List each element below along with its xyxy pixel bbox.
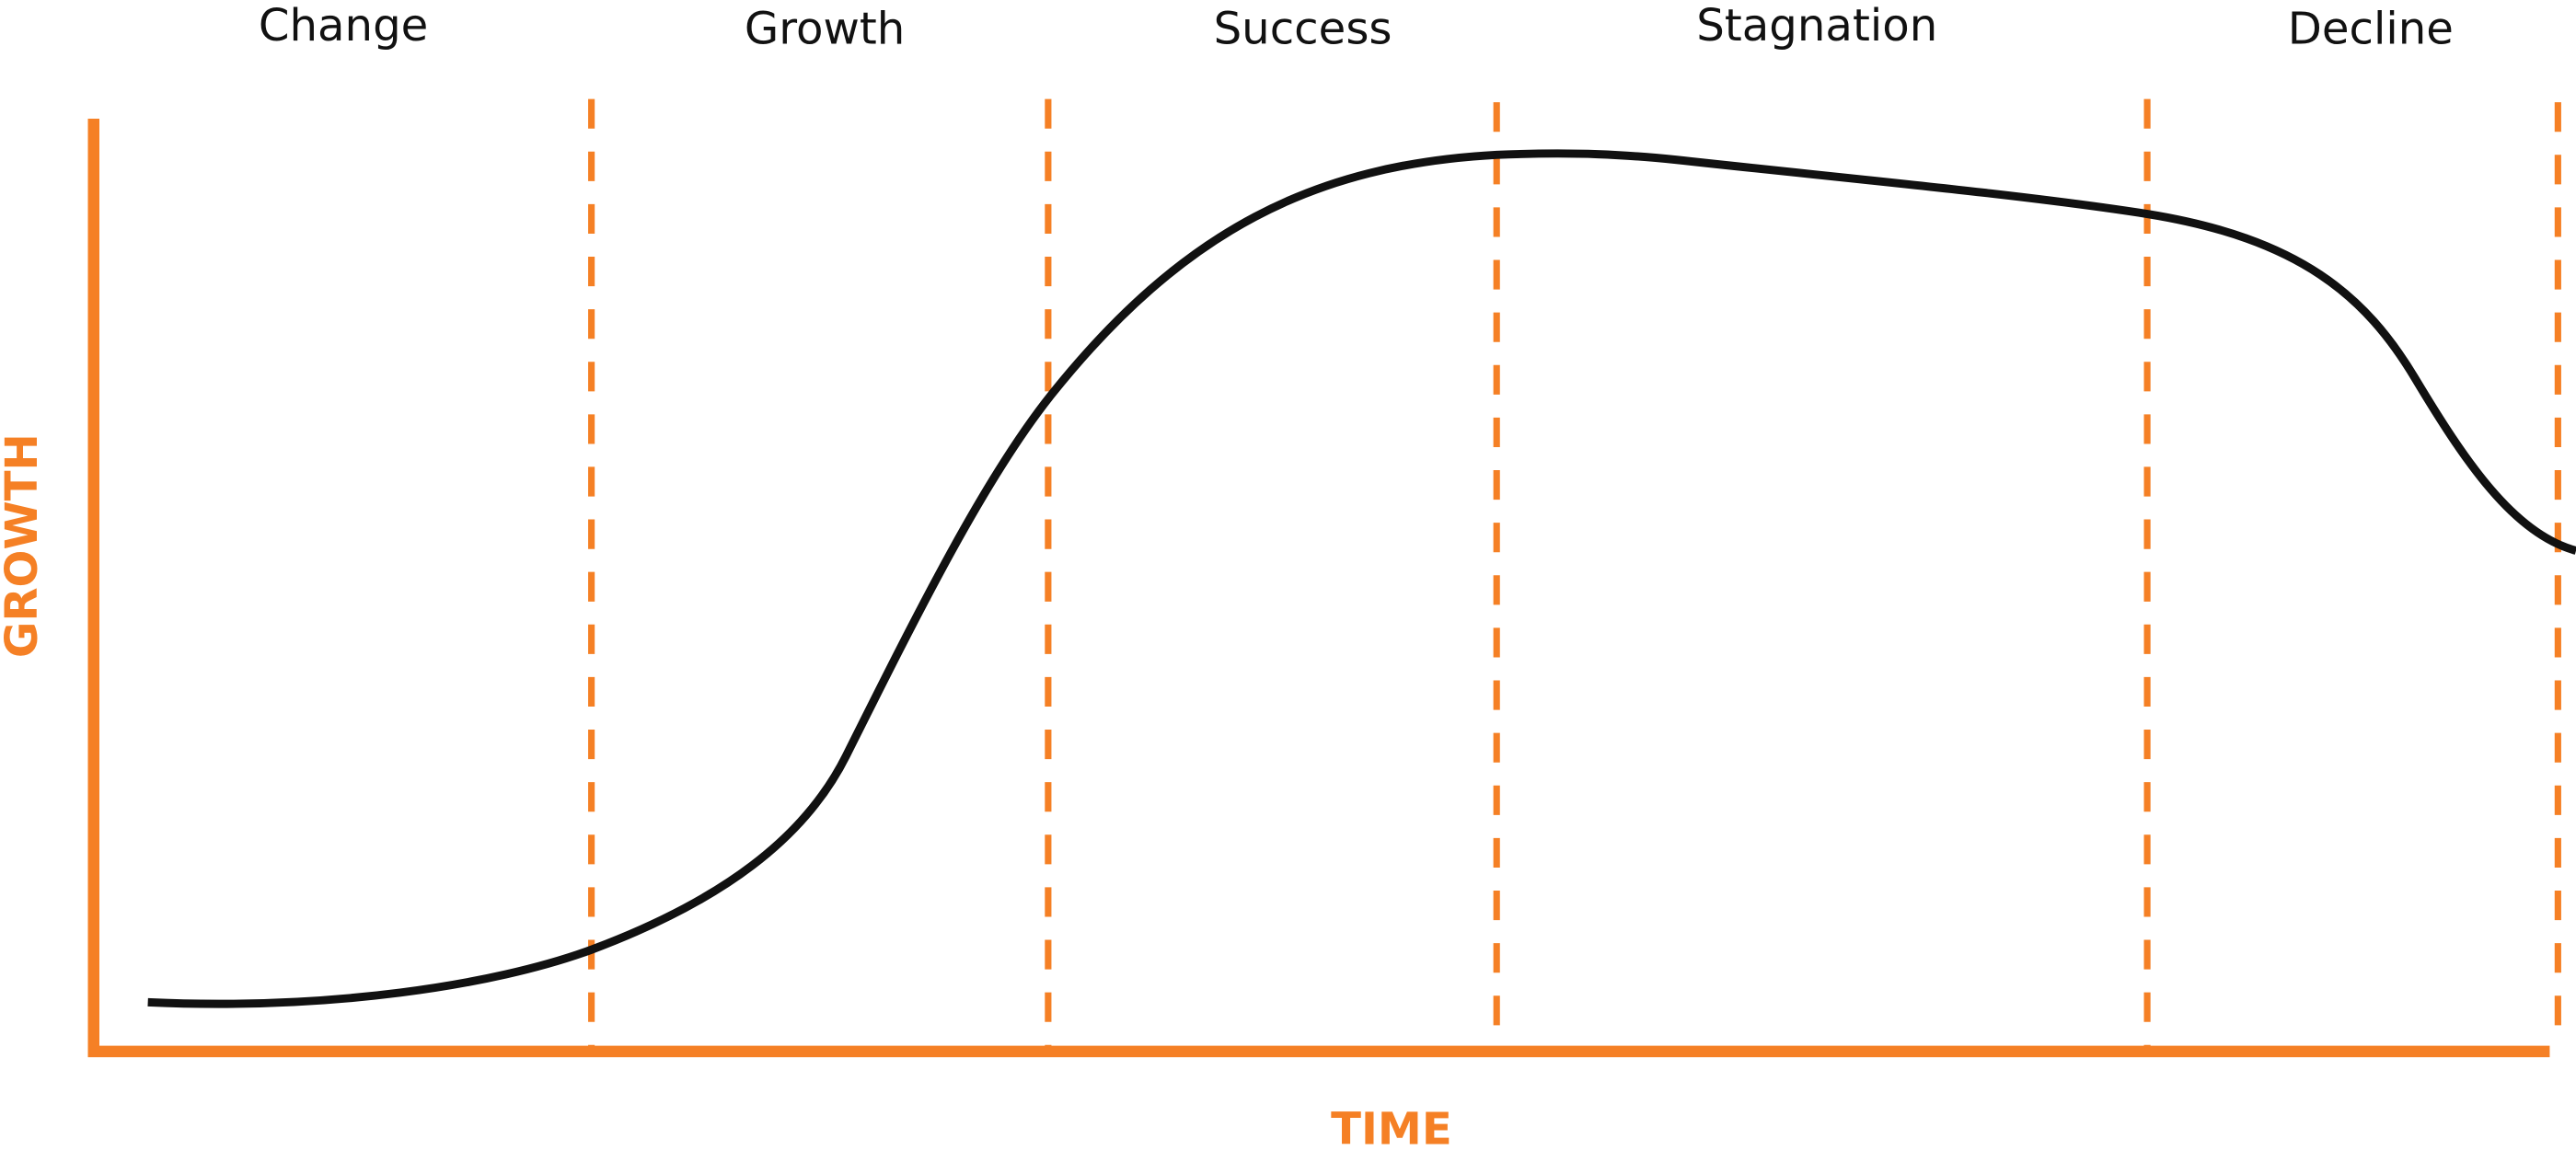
- phase-label: Change: [259, 0, 429, 52]
- axes: [87, 119, 2550, 1058]
- phase-label: Decline: [2288, 3, 2454, 54]
- phase-dividers: [588, 98, 2561, 1049]
- x-axis-label: TIME: [1331, 1103, 1452, 1155]
- growth-curve: [147, 149, 2576, 1008]
- phase-label: Stagnation: [1696, 0, 1937, 52]
- y-axis-label: GROWTH: [0, 433, 48, 658]
- phase-label: Success: [1214, 3, 1392, 54]
- phase-label: Growth: [745, 3, 905, 54]
